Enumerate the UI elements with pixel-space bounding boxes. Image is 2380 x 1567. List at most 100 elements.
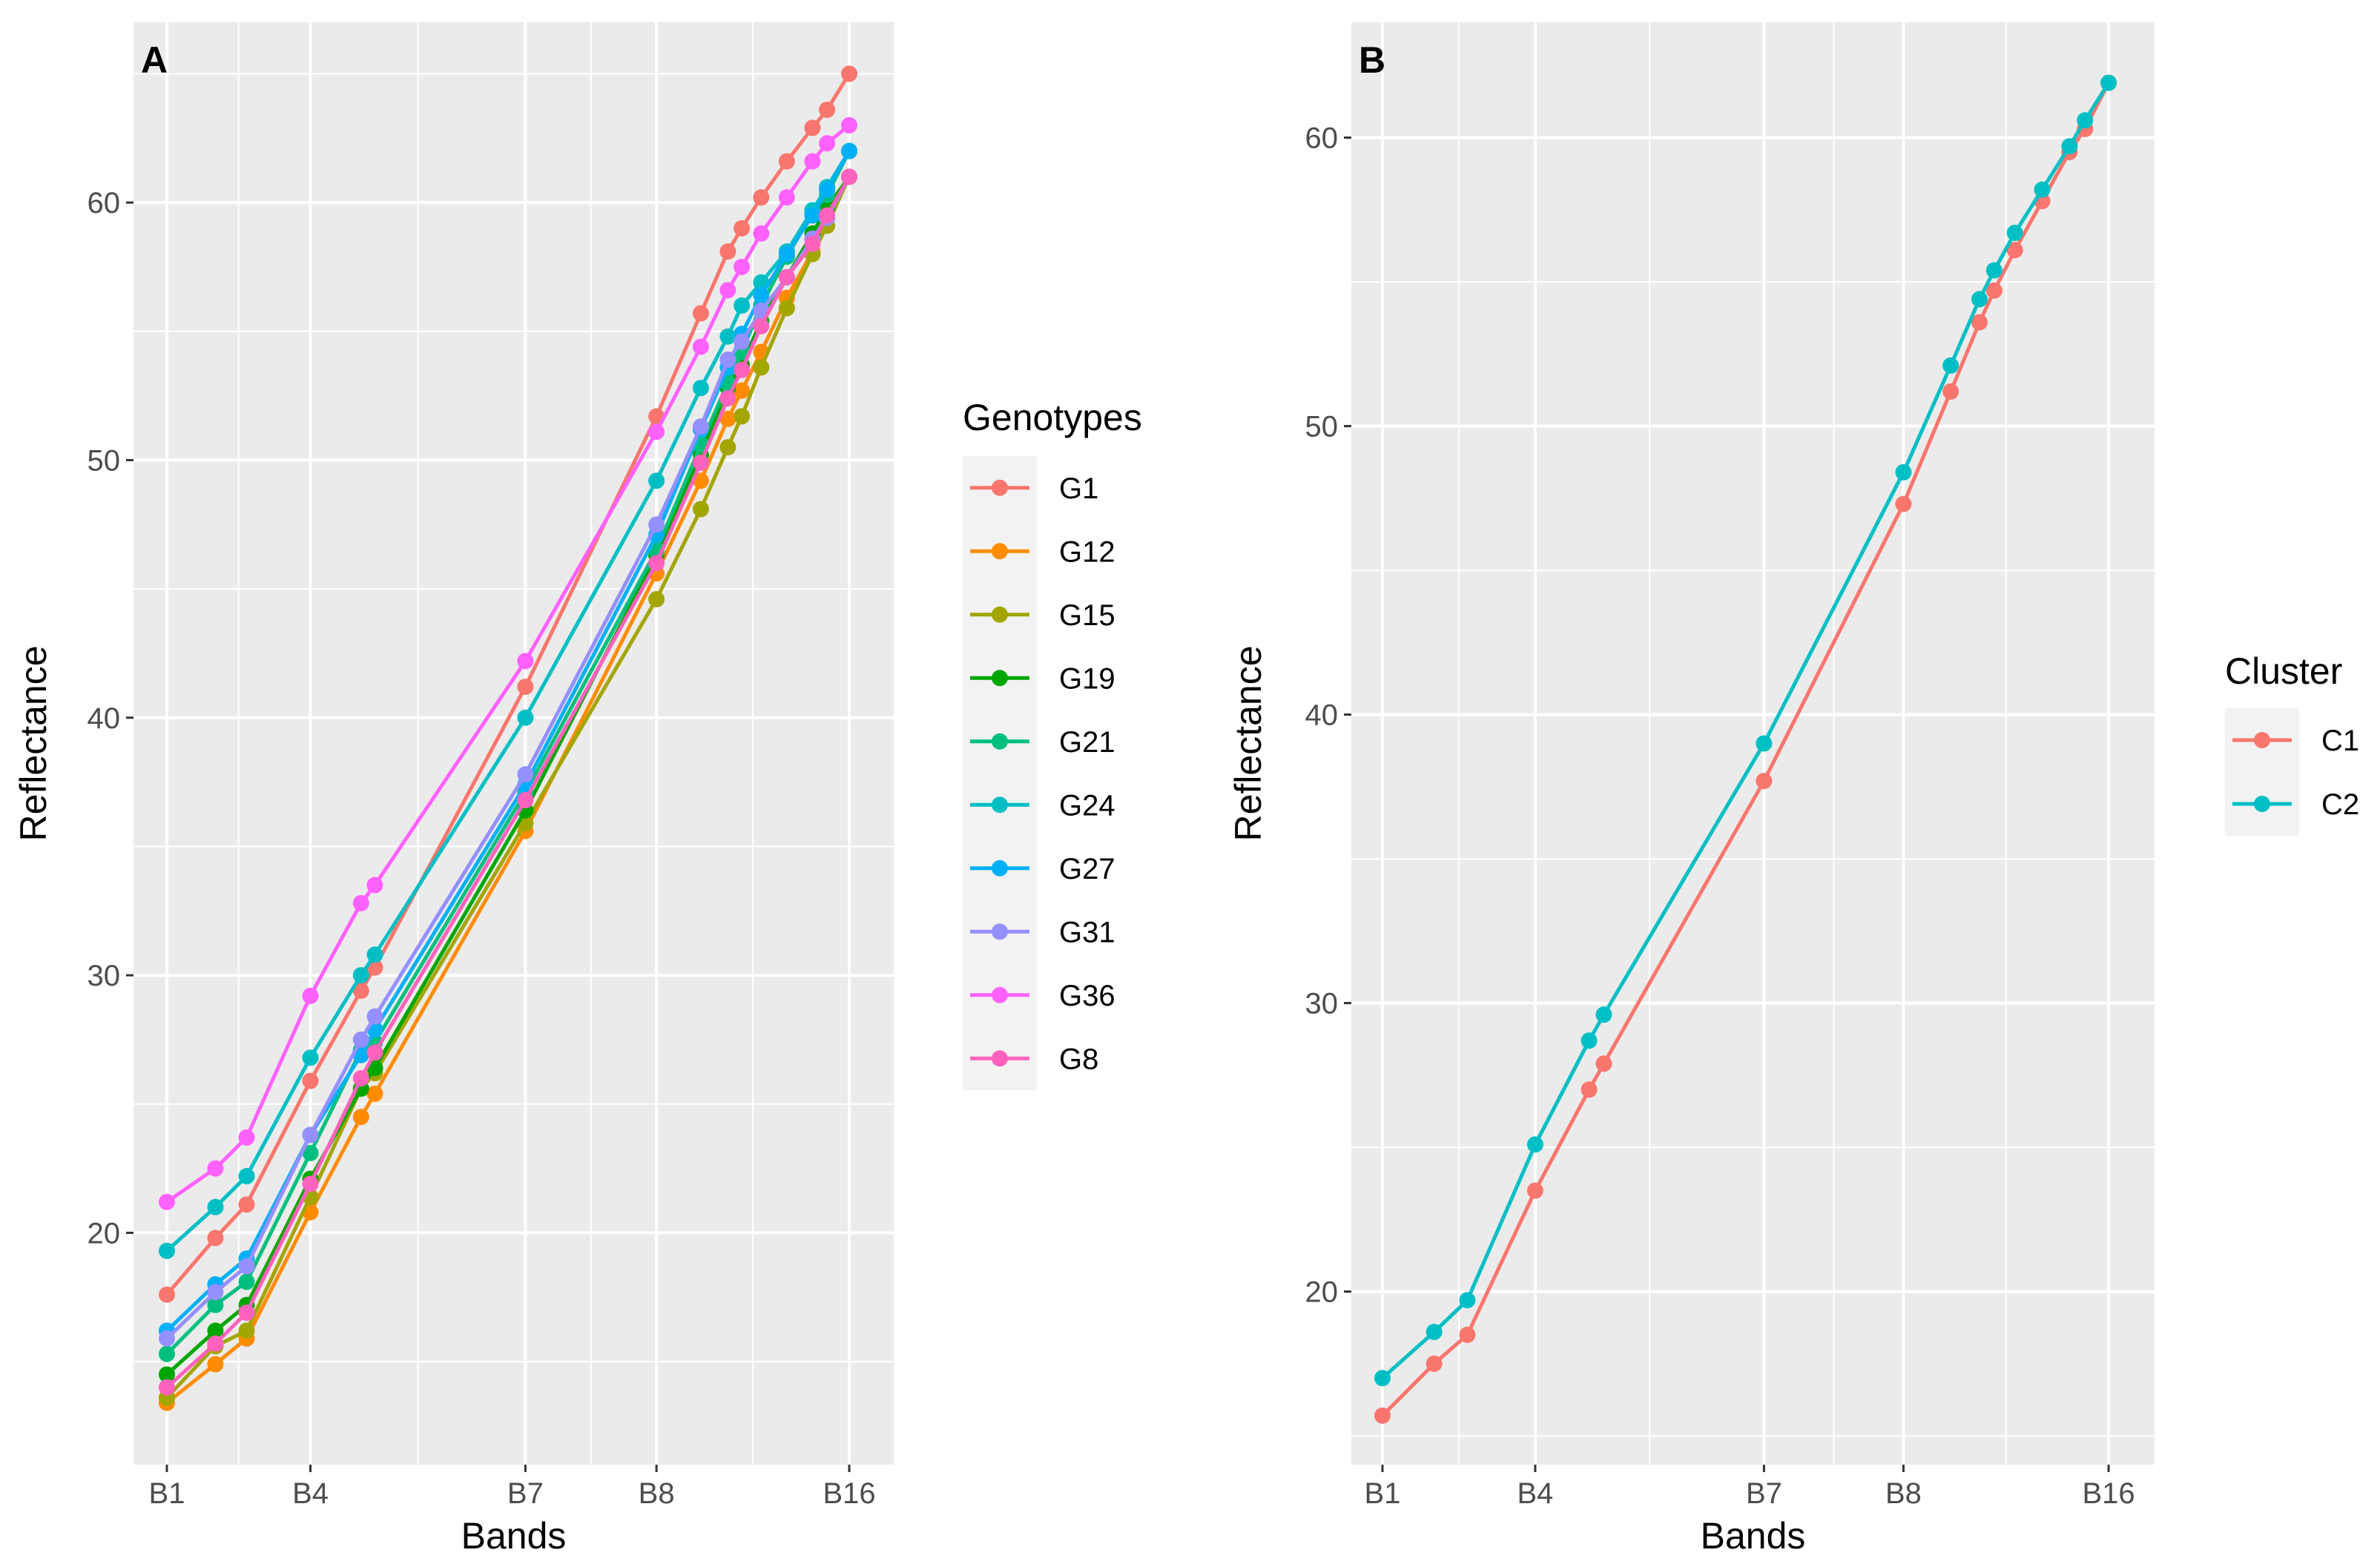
data-point-g15 <box>753 359 770 376</box>
y-tick-label: 20 <box>88 1217 121 1250</box>
data-point-c1 <box>1971 314 1988 331</box>
data-point-c2 <box>1526 1136 1543 1153</box>
data-point-c1 <box>1425 1355 1443 1372</box>
series-g8 <box>159 168 858 1396</box>
data-point-g24 <box>238 1168 255 1184</box>
plot-background <box>1351 22 2155 1465</box>
y-tick-label: 50 <box>1305 411 1339 443</box>
data-point-g36 <box>238 1129 255 1146</box>
data-point-g31 <box>159 1330 175 1347</box>
data-point-c2 <box>1580 1032 1598 1049</box>
series-line-g8 <box>165 176 851 1389</box>
chart-panel-a: 20 30 40 50 60 B1 B4 B7 B8 B16 A Bands Reflectance Ge… <box>13 22 1142 1557</box>
data-point-g31 <box>238 1258 255 1275</box>
data-point-g12 <box>734 382 751 399</box>
data-point-g15 <box>719 439 736 456</box>
data-point-g21 <box>238 1273 255 1290</box>
data-point-g36 <box>841 116 858 133</box>
data-point-g24 <box>648 472 665 489</box>
data-point-g12 <box>207 1356 224 1373</box>
legend-label-g21: G21 <box>1059 726 1115 759</box>
data-point-g8 <box>841 168 858 185</box>
data-point-g1 <box>804 119 821 136</box>
data-point-g36 <box>692 338 709 355</box>
data-point-g1 <box>352 982 369 999</box>
data-point-g15 <box>648 591 665 607</box>
data-point-c1 <box>1942 383 1959 400</box>
data-point-g12 <box>692 472 709 489</box>
panel-label: B <box>1359 39 1385 81</box>
data-point-g36 <box>302 987 319 1004</box>
series-g24 <box>159 142 858 1259</box>
y-tick-label: 40 <box>1305 699 1339 732</box>
series-line-c1 <box>1381 82 2111 1417</box>
data-point-g24 <box>159 1242 175 1259</box>
x-tick-label: B4 <box>292 1477 329 1510</box>
data-point-c1 <box>1595 1055 1612 1072</box>
series-g36 <box>159 116 858 1210</box>
plot-background <box>133 22 894 1465</box>
data-point-g31 <box>719 351 736 368</box>
series-line-c2 <box>1381 82 2111 1380</box>
data-point-g8 <box>207 1335 224 1352</box>
data-point-g1 <box>819 102 836 119</box>
legend-key-point <box>992 733 1008 750</box>
legend-label-g12: G12 <box>1059 535 1115 568</box>
data-point-g1 <box>753 189 770 206</box>
data-point-g36 <box>366 877 383 894</box>
y-tick-label: 60 <box>88 187 121 220</box>
data-point-c2 <box>1971 291 1988 308</box>
data-point-c2 <box>2100 74 2117 91</box>
data-point-g8 <box>238 1304 255 1322</box>
x-tick-label: B1 <box>1365 1477 1401 1510</box>
data-point-c2 <box>1425 1324 1443 1341</box>
x-tick-label: B8 <box>1885 1477 1922 1510</box>
x-tick-label: B7 <box>1746 1477 1782 1510</box>
data-point-c2 <box>2077 112 2094 129</box>
series-line-g15 <box>165 176 851 1399</box>
legend-key-point <box>992 606 1008 623</box>
data-point-c1 <box>1526 1182 1543 1199</box>
data-point-g36 <box>778 189 795 206</box>
x-axis-title: Bands <box>1701 1515 1806 1557</box>
y-tick-label: 50 <box>88 444 121 477</box>
y-tick-label: 40 <box>88 702 121 735</box>
data-point-c1 <box>1459 1326 1476 1343</box>
legend-label-g36: G36 <box>1059 980 1115 1012</box>
data-point-g1 <box>302 1072 319 1089</box>
data-point-g27 <box>804 207 821 224</box>
series-line-g24 <box>165 150 851 1253</box>
legend-key-point <box>2254 732 2270 748</box>
data-point-g24 <box>302 1049 319 1066</box>
y-tick-label: 30 <box>88 960 121 992</box>
data-point-g8 <box>159 1379 175 1396</box>
y-axis-title: Reflectance <box>13 645 54 841</box>
data-point-g27 <box>819 181 836 198</box>
data-point-g8 <box>734 361 751 378</box>
x-axis-title: Bands <box>461 1515 567 1557</box>
data-point-c2 <box>1942 357 1959 374</box>
data-point-c2 <box>1459 1292 1476 1309</box>
data-point-g1 <box>778 153 795 170</box>
data-point-c1 <box>1756 773 1773 790</box>
data-point-g8 <box>778 268 795 286</box>
data-point-c2 <box>1595 1006 1612 1023</box>
legend-label-g27: G27 <box>1059 853 1115 885</box>
data-point-g36 <box>517 653 534 670</box>
data-point-c2 <box>2006 224 2023 241</box>
data-point-g31 <box>648 516 665 533</box>
data-point-g27 <box>753 287 770 304</box>
data-point-g19 <box>159 1366 175 1383</box>
data-point-g1 <box>238 1196 255 1213</box>
data-point-g36 <box>207 1160 224 1177</box>
data-point-g8 <box>352 1070 369 1087</box>
data-point-g8 <box>753 317 770 334</box>
data-point-g31 <box>352 1031 369 1048</box>
data-point-g36 <box>352 894 369 911</box>
series-g1 <box>159 65 858 1303</box>
data-point-g31 <box>366 1008 383 1025</box>
data-point-g8 <box>692 454 709 471</box>
data-point-c1 <box>1985 282 2002 299</box>
legend-key-point <box>2254 796 2270 812</box>
